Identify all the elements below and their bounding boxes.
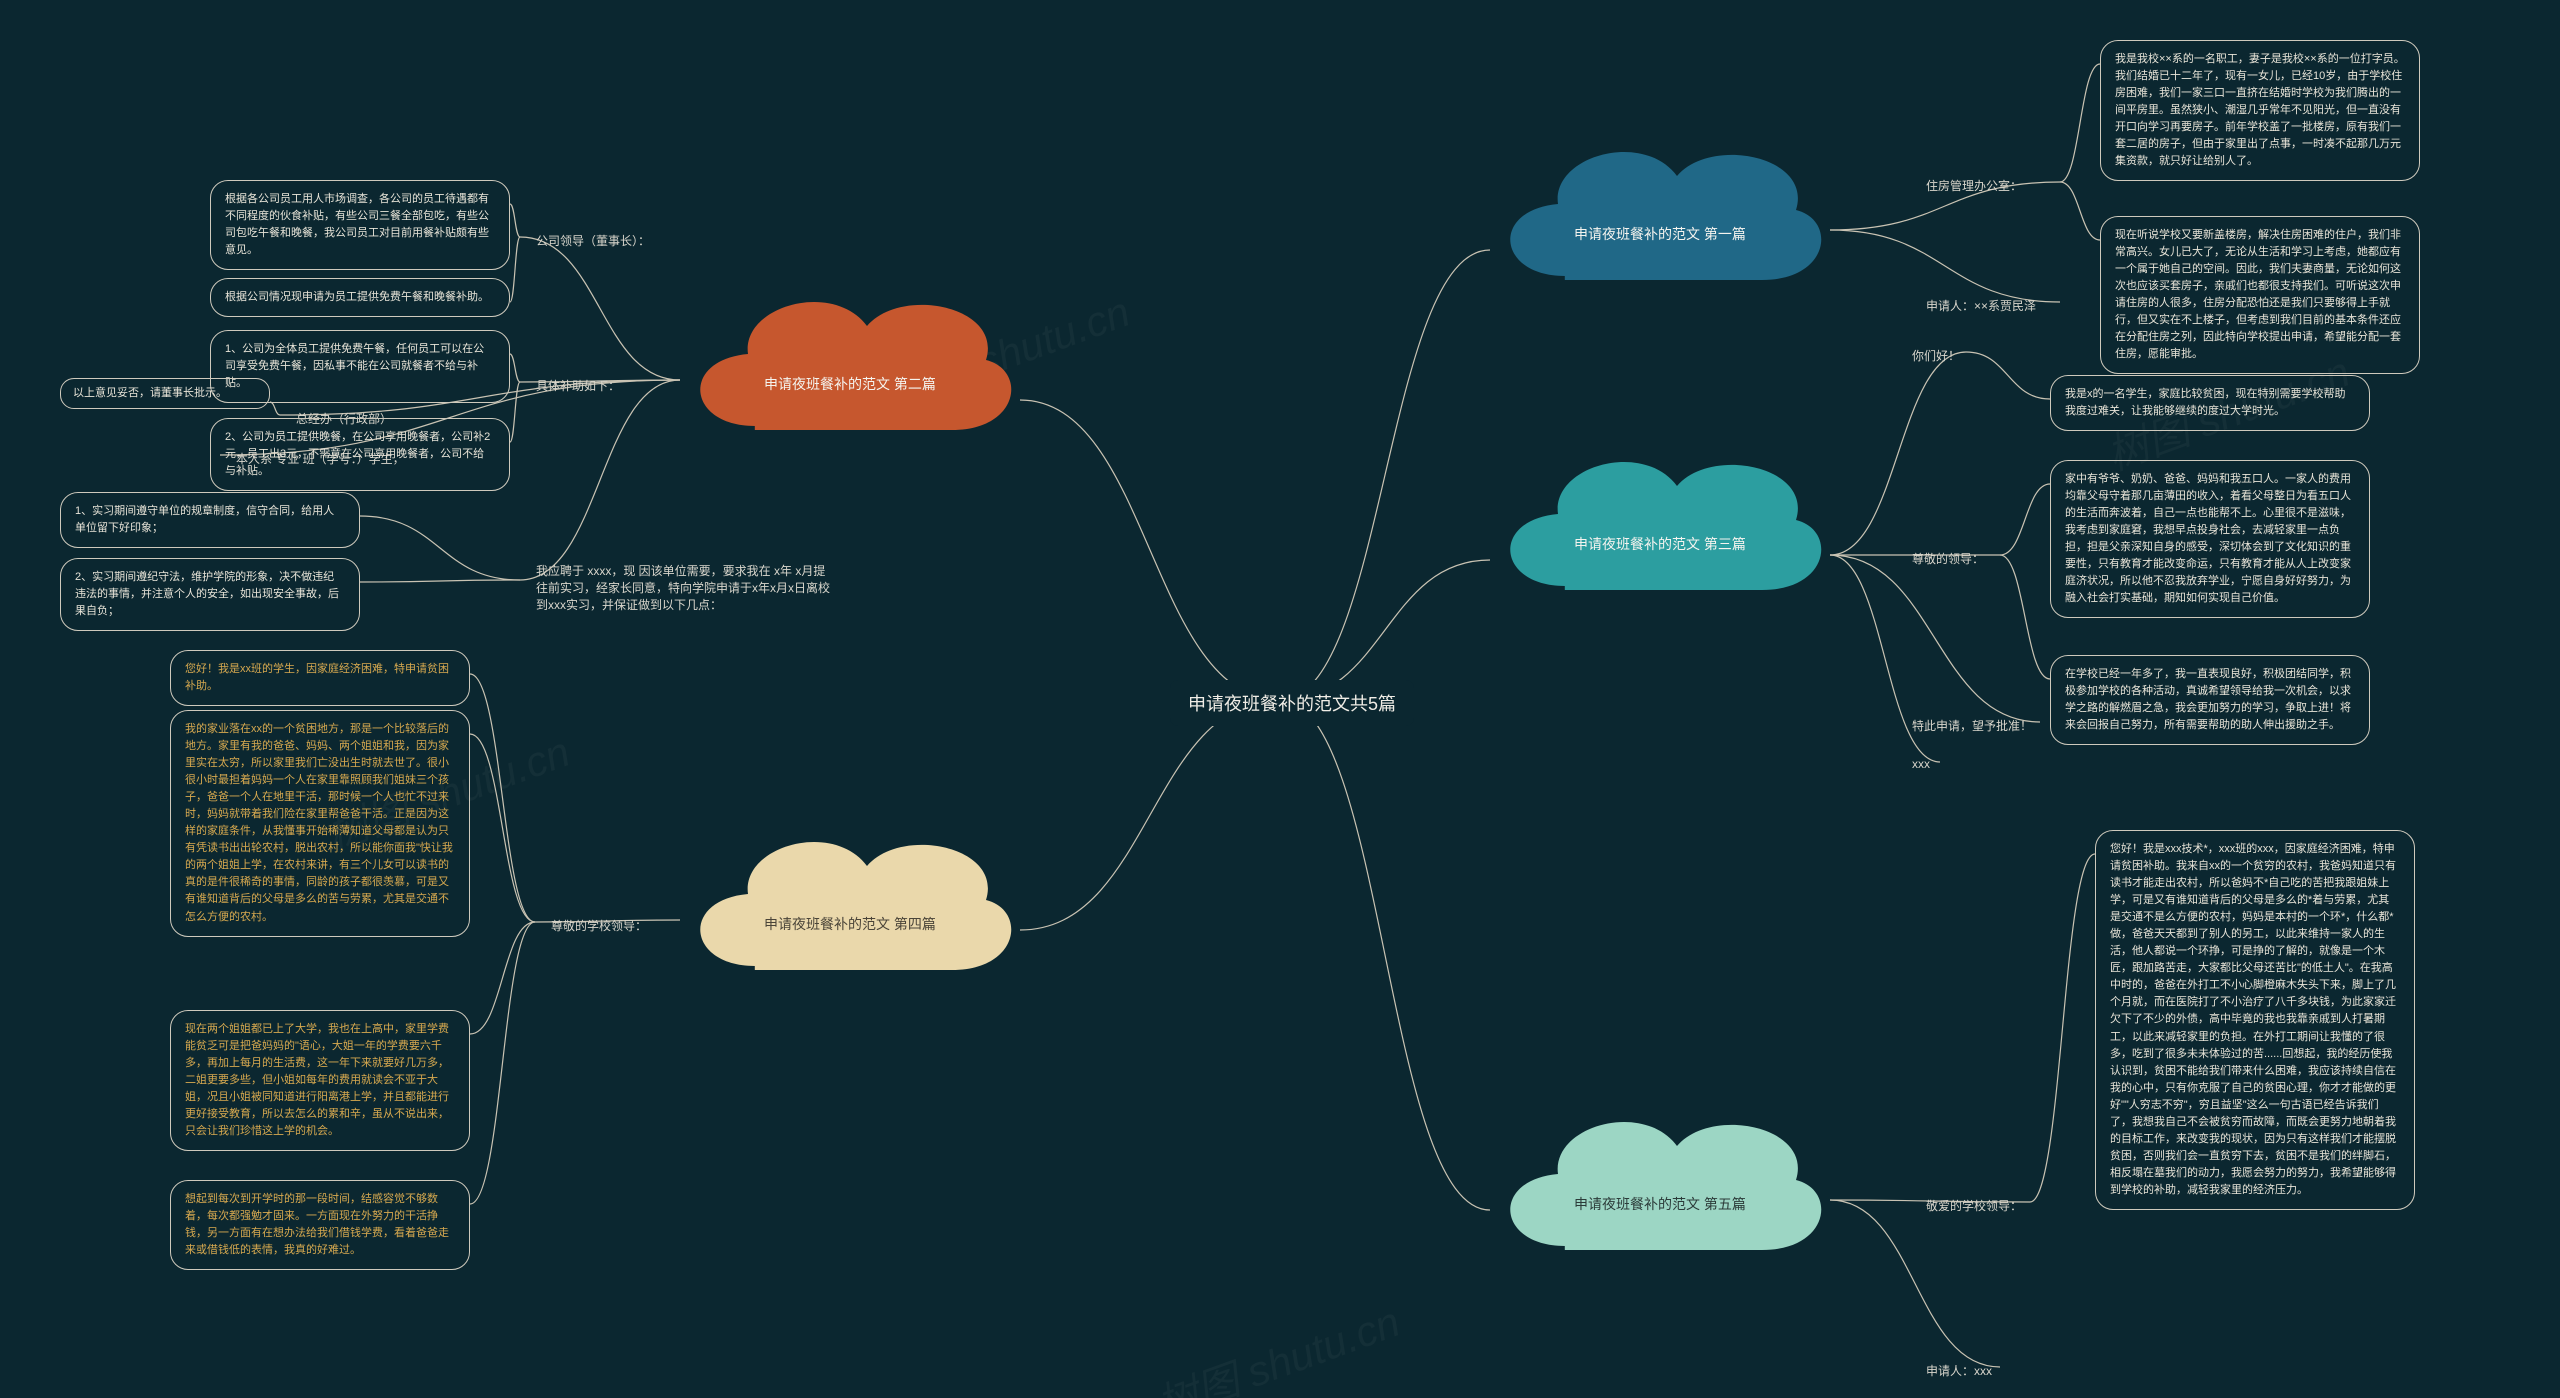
branch-b_jt: 具体补助如下： <box>530 375 626 396</box>
leaf-l2g: 2、实习期间遵纪守法，维护学院的形象，决不做违纪违法的事情，并注意个人的安全，如… <box>60 558 360 631</box>
center-node: 申请夜班餐补的范文共5篇 <box>1170 680 1414 726</box>
branch-b_wy: 我应聘于 xxxx，现 因该单位需要，要求我在 x年 x月提往前实习，经家长同意… <box>530 560 842 615</box>
leaf-l2b: 根据公司情况现申请为员工提供免费午餐和晚餐补助。 <box>210 278 510 317</box>
leaf-l5a: 您好！我是xxx技术*，xxx班的xxx，因家庭经济困难，特申请贫困补助。我来自… <box>2095 830 2415 1210</box>
branch-b_tc: 特此申请，望予批准！ <box>1906 715 2038 736</box>
branch-b_sq1: 申请人：××系贾民泽 <box>1920 295 2042 316</box>
branch-b_xa: 敬爱的学校领导： <box>1920 1195 2028 1216</box>
cloud-c5: 申请夜班餐补的范文 第五篇 <box>1490 1090 1830 1290</box>
branch-b_zl: 尊敬的领导： <box>1906 548 1990 569</box>
branch-b_zf: 住房管理办公室： <box>1920 175 2028 196</box>
leaf-l3a: 我是x的一名学生，家庭比较贫困，现在特别需要学校帮助我度过难关，让我能够继续的度… <box>2050 375 2370 431</box>
leaf-l4a: 您好！我是xx班的学生，因家庭经济困难，特申请贫困补助。 <box>170 650 470 706</box>
leaf-l4c: 现在两个姐姐都已上了大学，我也在上高中，家里学费能贫乏可是把爸妈妈的"语心，大姐… <box>170 1010 470 1151</box>
cloud-c2: 申请夜班餐补的范文 第二篇 <box>680 270 1020 470</box>
cloud-label: 申请夜班餐补的范文 第二篇 <box>740 374 960 394</box>
watermark: 树图 shutu.cn <box>1147 1288 1407 1398</box>
cloud-label: 申请夜班餐补的范文 第三篇 <box>1550 534 1770 554</box>
cloud-c1: 申请夜班餐补的范文 第一篇 <box>1490 120 1830 320</box>
leaf-l2d: 2、公司为员工提供晚餐，在公司享用晚餐者，公司补2元，员工出3元，不需意在公司享… <box>210 418 510 491</box>
leaf-l4b: 我的家业落在xx的一个贫困地方，那是一个比较落后的地方。家里有我的爸爸、妈妈、两… <box>170 710 470 937</box>
cloud-c3: 申请夜班餐补的范文 第三篇 <box>1490 430 1830 630</box>
branch-b_sq5: 申请人：xxx <box>1920 1360 1998 1381</box>
mindmap-canvas: 树图 shutu.cn树图 shutu.cn树图 shutu.cn树图 shut… <box>0 0 2560 1398</box>
branch-b_ld: 公司领导（董事长）： <box>530 230 656 251</box>
leaf-l2f: 1、实习期间遵守单位的规章制度，信守合同，给用人单位留下好印象； <box>60 492 360 548</box>
branch-b_xl: 尊敬的学校领导： <box>545 915 653 936</box>
cloud-label: 申请夜班餐补的范文 第四篇 <box>740 914 960 934</box>
branch-b_xxx: xxx <box>1906 755 1936 773</box>
leaf-l2a: 根据各公司员工用人市场调查，各公司的员工待遇都有不同程度的伙食补贴，有些公司三餐… <box>210 180 510 270</box>
leaf-l1b: 现在听说学校又要新盖楼房，解决住房困难的住户，我们非常高兴。女儿已大了，无论从生… <box>2100 216 2420 374</box>
cloud-c4: 申请夜班餐补的范文 第四篇 <box>680 810 1020 1010</box>
branch-b_nh: 你们好！ <box>1906 345 1966 366</box>
leaf-l1a: 我是我校××系的一名职工，妻子是我校××系的一位打字员。我们结婚已十二年了，现有… <box>2100 40 2420 181</box>
leaf-l2e: 以上意见妥否，请董事长批示。 <box>60 378 270 409</box>
cloud-label: 申请夜班餐补的范文 第五篇 <box>1550 1194 1770 1214</box>
cloud-label: 申请夜班餐补的范文 第一篇 <box>1550 224 1770 244</box>
leaf-l3b: 家中有爷爷、奶奶、爸爸、妈妈和我五口人。一家人的费用均靠父母守着那几亩薄田的收入… <box>2050 460 2370 618</box>
leaf-l4d: 想起到每次到开学时的那一段时间，结感容觉不够数着，每次都强勉才固来。一方面现在外… <box>170 1180 470 1270</box>
leaf-l3c: 在学校已经一年多了，我一直表现良好，积极团结同学，积极参加学校的各种活动，真诚希… <box>2050 655 2370 745</box>
